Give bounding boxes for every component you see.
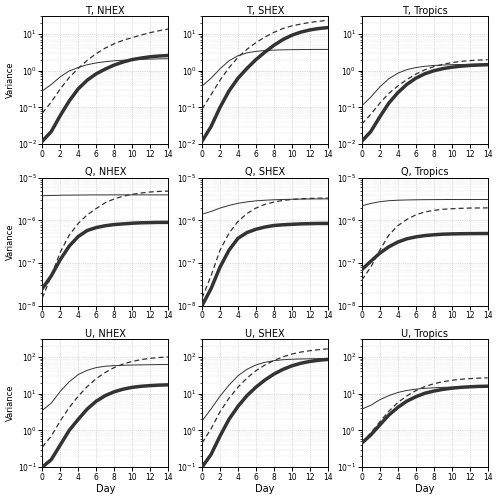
Title: U, SHEX: U, SHEX xyxy=(245,328,285,338)
X-axis label: Day: Day xyxy=(415,484,434,494)
X-axis label: Day: Day xyxy=(255,484,274,494)
Title: U, Tropics: U, Tropics xyxy=(401,328,448,338)
Title: T, Tropics: T, Tropics xyxy=(402,6,448,16)
Title: Q, NHEX: Q, NHEX xyxy=(85,167,126,177)
Y-axis label: Variance: Variance xyxy=(6,385,15,422)
Title: Q, SHEX: Q, SHEX xyxy=(245,167,285,177)
Title: U, NHEX: U, NHEX xyxy=(85,328,125,338)
Title: Q, Tropics: Q, Tropics xyxy=(401,167,449,177)
X-axis label: Day: Day xyxy=(96,484,115,494)
Title: T, NHEX: T, NHEX xyxy=(85,6,125,16)
Title: T, SHEX: T, SHEX xyxy=(246,6,284,16)
Y-axis label: Variance: Variance xyxy=(5,224,14,260)
Y-axis label: Variance: Variance xyxy=(6,62,15,98)
